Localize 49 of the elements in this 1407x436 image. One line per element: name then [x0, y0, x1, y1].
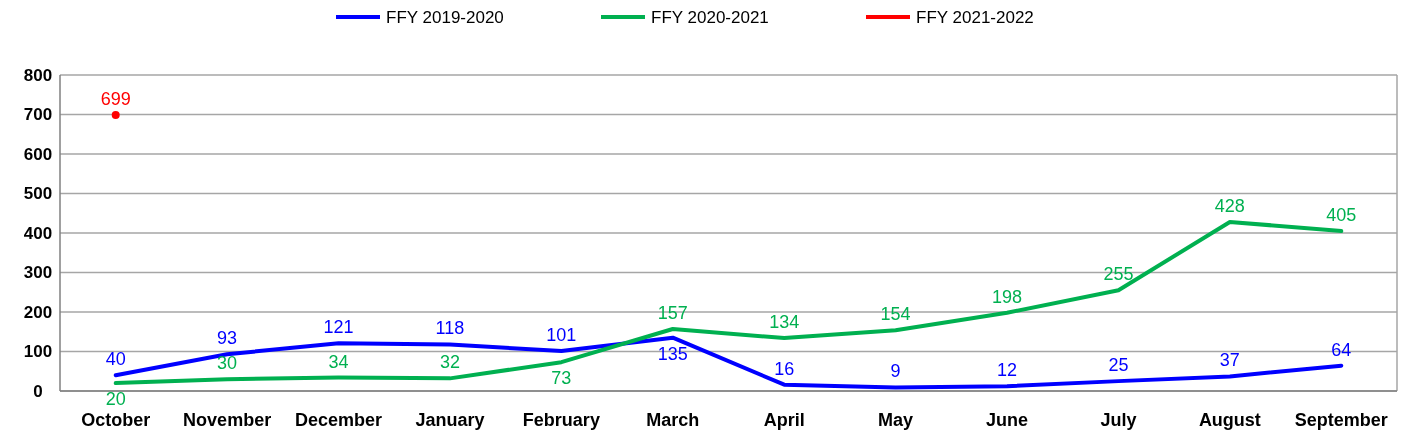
data-label: 198 [992, 286, 1023, 307]
legend-label: FFY 2019-2020 [386, 7, 504, 27]
legend-label: FFY 2020-2021 [651, 7, 769, 27]
data-label: 118 [435, 318, 465, 339]
data-label: 64 [1331, 339, 1352, 360]
y-tick-label: 300 [23, 263, 53, 283]
x-tick-label: September [1294, 410, 1388, 430]
data-label: 73 [551, 368, 572, 389]
data-label: 699 [100, 88, 131, 109]
data-label: 135 [657, 343, 688, 364]
y-tick-label: 200 [23, 302, 53, 322]
data-label: 405 [1326, 205, 1357, 226]
y-tick-label: 700 [23, 105, 53, 125]
data-label: 121 [323, 317, 354, 338]
y-tick-label: 800 [23, 65, 53, 85]
x-tick-label: March [646, 410, 700, 430]
legend-label: FFY 2021-2022 [916, 7, 1034, 27]
y-tick-label: 100 [23, 342, 53, 362]
data-label: 93 [217, 328, 238, 349]
x-tick-label: January [415, 410, 485, 430]
data-label: 37 [1219, 350, 1240, 371]
x-tick-label: November [183, 410, 272, 430]
y-tick-label: 0 [33, 381, 43, 401]
x-tick-label: June [986, 410, 1029, 430]
x-tick-label: December [295, 410, 383, 430]
y-tick-label: 400 [23, 223, 53, 243]
data-label: 9 [890, 361, 901, 382]
x-tick-label: October [81, 410, 151, 430]
data-label: 12 [997, 360, 1018, 381]
data-label: 16 [774, 358, 795, 379]
y-tick-label: 500 [23, 184, 53, 204]
data-label: 32 [439, 352, 460, 373]
data-label: 30 [217, 353, 238, 374]
data-label: 428 [1214, 195, 1245, 216]
data-label: 40 [105, 349, 126, 370]
x-tick-label: February [522, 410, 600, 430]
data-label: 134 [769, 312, 800, 333]
data-label: 255 [1103, 264, 1134, 285]
data-label: 20 [105, 389, 126, 410]
data-label: 157 [657, 302, 688, 323]
x-tick-label: July [1100, 410, 1137, 430]
x-tick-label: August [1198, 410, 1261, 430]
data-label: 34 [328, 351, 349, 372]
x-tick-label: April [763, 410, 805, 430]
data-label: 25 [1108, 355, 1129, 376]
data-label: 154 [880, 304, 911, 325]
y-tick-label: 600 [23, 144, 53, 164]
x-tick-label: May [878, 410, 914, 430]
data-label: 101 [546, 325, 577, 346]
